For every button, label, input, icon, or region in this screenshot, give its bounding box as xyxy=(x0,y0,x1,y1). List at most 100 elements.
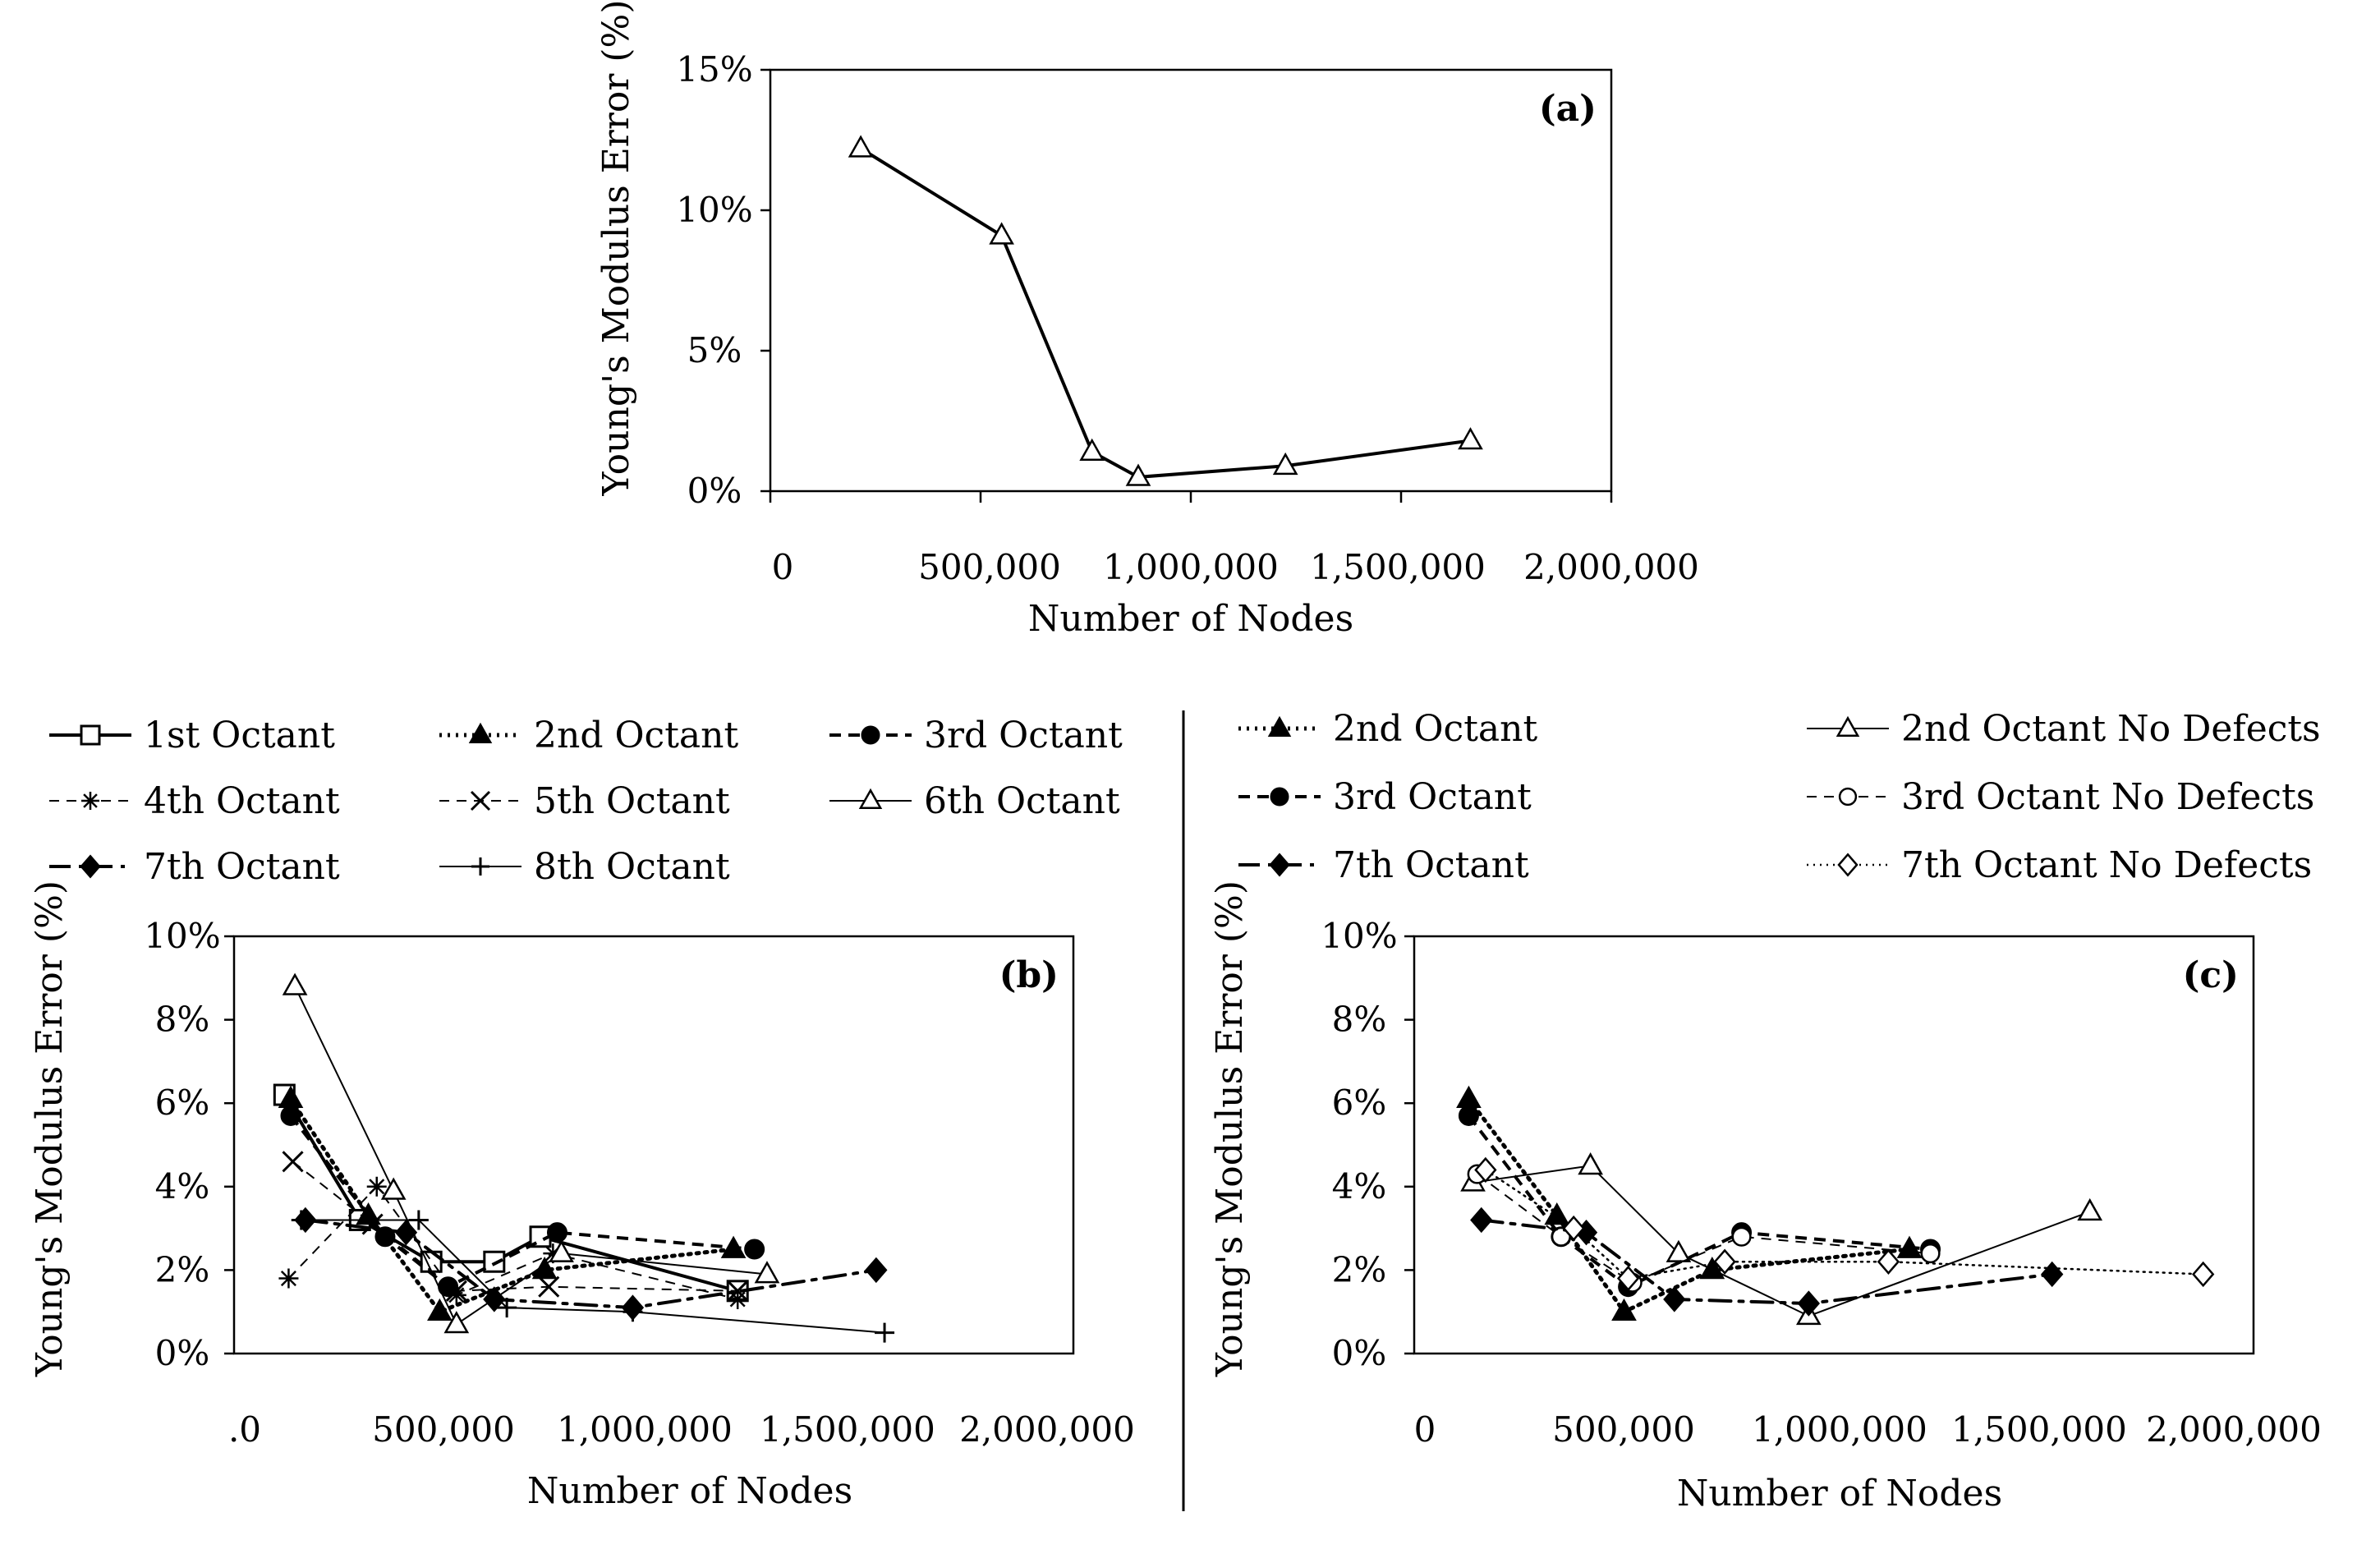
series-2nd-octant xyxy=(278,1085,747,1321)
legend-item-6th-octant: 6th Octant xyxy=(829,780,1120,822)
data-point xyxy=(1562,1215,1585,1242)
series-5th-octant xyxy=(282,1151,749,1302)
legend-marker xyxy=(1270,787,1289,807)
legend-marker xyxy=(1837,853,1859,877)
data-point xyxy=(875,1322,895,1343)
data-point xyxy=(1920,1243,1941,1264)
series-4th-octant xyxy=(278,1176,748,1309)
series-3rd-octant-no-defects xyxy=(1467,1164,1941,1293)
legend-label: 2nd Octant xyxy=(1333,708,1537,750)
series-line xyxy=(294,986,768,1326)
data-point xyxy=(848,135,874,158)
series-7th-octant-no-defects xyxy=(1474,1156,2215,1292)
data-point xyxy=(538,1276,560,1298)
plot-frame xyxy=(769,68,1613,493)
x-tick-label: 0 xyxy=(1414,1409,1436,1450)
series-line xyxy=(1484,1169,2204,1280)
x-tick-label: 500,000 xyxy=(918,547,1061,587)
legend-marker xyxy=(861,725,880,745)
data-point xyxy=(1663,1286,1686,1312)
y-tick-label: 2% xyxy=(155,1249,210,1289)
chart-a: 0% 5% 10% 15% 0 500,000 1,000,000 1,500,000 2,00… xyxy=(595,0,1699,640)
data-point xyxy=(291,1210,311,1230)
data-point xyxy=(443,1311,470,1334)
x-axis-label: Number of Nodes xyxy=(1028,598,1353,640)
data-point xyxy=(278,1268,299,1289)
plot-frame xyxy=(232,935,1075,1355)
x-tick-label: 2,000,000 xyxy=(1523,547,1699,587)
legend-label: 2nd Octant xyxy=(534,715,738,756)
legend-label: 2nd Octant No Defects xyxy=(1901,708,2321,750)
series-2nd-octant xyxy=(1456,1085,1923,1321)
chart-c: 0% 2% 4% 6% 8% 10% 0 500,000 1,000,000 1,500,000 2… xyxy=(1209,880,2322,1515)
y-tick-label: 8% xyxy=(1332,1000,1387,1040)
legend-marker xyxy=(1836,715,1860,738)
legend-b: 1st Octant 2nd Octant 3rd Octant 4th Octant… xyxy=(49,715,1123,888)
data-point xyxy=(754,1261,780,1284)
data-point xyxy=(543,1243,563,1264)
series-line xyxy=(1477,1173,1931,1284)
legend-item-7th-octant-no-defects: 7th Octant No Defects xyxy=(1807,844,2312,886)
x-tick-label: 1,000,000 xyxy=(1752,1409,1927,1450)
series-line xyxy=(1466,1096,1912,1314)
x-tick-label: 2,000,000 xyxy=(2146,1409,2322,1450)
data-point xyxy=(446,1285,466,1305)
legend-marker xyxy=(1838,787,1858,807)
data-point xyxy=(1578,1152,1603,1175)
legend-label: 6th Octant xyxy=(924,780,1120,822)
y-tick-label: 6% xyxy=(1332,1082,1387,1123)
legend-item-4th-octant: 4th Octant xyxy=(49,780,340,822)
y-tick-label: 0% xyxy=(687,471,742,511)
data-point xyxy=(1699,1257,1725,1280)
y-tick-label: 15% xyxy=(676,49,752,90)
data-point xyxy=(744,1239,765,1260)
y-tick-label: 4% xyxy=(1332,1166,1387,1207)
legend-marker xyxy=(470,790,491,811)
series-6th-octant xyxy=(282,972,780,1334)
legend-item-1st-octant: 1st Octant xyxy=(49,715,335,756)
data-point xyxy=(483,1286,506,1312)
series-8th-octant xyxy=(291,1210,895,1343)
x-tick-label: 2,000,000 xyxy=(959,1409,1135,1450)
data-point xyxy=(380,1177,407,1200)
series-1st-octant xyxy=(273,1083,749,1303)
data-point xyxy=(497,1298,517,1318)
legend-marker xyxy=(80,724,101,746)
legend-label: 3rd Octant xyxy=(1333,776,1532,818)
data-point xyxy=(1731,1226,1752,1247)
x-tick-label: 1,500,000 xyxy=(1310,547,1486,587)
y-tick-label: 10% xyxy=(1321,916,1397,956)
data-point xyxy=(546,1222,567,1243)
series-main xyxy=(848,135,1483,486)
legend-label: 1st Octant xyxy=(144,715,335,756)
y-tick-label: 2% xyxy=(1332,1249,1387,1289)
legend-marker xyxy=(471,857,489,876)
y-axis-label: Young's Modulus Error (%) xyxy=(29,880,71,1377)
data-point xyxy=(282,1151,304,1173)
legend-item-2nd-octant: 2nd Octant xyxy=(1238,708,1537,750)
data-point xyxy=(865,1257,888,1284)
x-tick-label: 1,000,000 xyxy=(557,1409,733,1450)
y-tick-label: 0% xyxy=(155,1333,210,1373)
legend-item-2nd-octant-no-defects: 2nd Octant No Defects xyxy=(1807,708,2321,750)
y-tick-label: 10% xyxy=(676,190,752,230)
data-point xyxy=(1458,1105,1479,1126)
data-point xyxy=(1458,427,1483,450)
x-tick-label: 500,000 xyxy=(372,1409,515,1450)
data-point xyxy=(1079,438,1105,461)
panel-label: (c) xyxy=(2183,954,2239,996)
data-point xyxy=(1797,1290,1820,1317)
data-point xyxy=(282,972,308,995)
legend-marker xyxy=(1267,715,1292,738)
legend-marker xyxy=(858,788,883,810)
y-tick-label: 8% xyxy=(155,1000,210,1040)
legend-marker xyxy=(1269,853,1290,877)
data-point xyxy=(2041,1261,2064,1288)
legend-marker xyxy=(468,722,493,744)
legend-item-7th-octant: 7th Octant xyxy=(1238,844,1529,886)
data-point xyxy=(394,1219,418,1246)
data-point xyxy=(989,222,1014,245)
series-line xyxy=(283,1094,738,1293)
data-point xyxy=(1611,1298,1637,1321)
legend-item-5th-octant: 5th Octant xyxy=(439,780,730,822)
